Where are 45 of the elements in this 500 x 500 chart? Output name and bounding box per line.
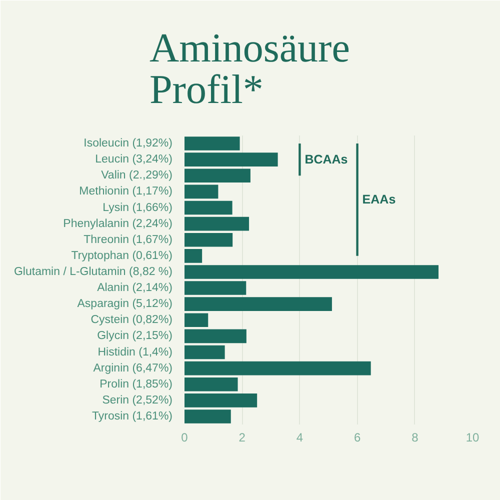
y-tick-label: Cystein (0,82%) (90, 314, 173, 326)
y-tick-label: Threonin (1,67%) (84, 234, 173, 246)
bar (184, 200, 232, 215)
x-tick-label: 0 (181, 430, 188, 444)
x-tick-label: 8 (412, 430, 419, 444)
y-tick-label: Tryptophan (0,61%) (71, 250, 173, 262)
y-tick-label: Phenylalanin (2,24%) (63, 218, 173, 230)
bar (184, 216, 250, 231)
x-tick-label: 4 (296, 430, 304, 444)
y-tick-label: Prolin (1,85%) (100, 378, 173, 390)
y-tick-label: Histidin (1,4%) (98, 346, 173, 358)
y-tick-label: Methionin (1,17%) (79, 186, 173, 198)
bar (184, 249, 202, 263)
bar (184, 136, 240, 150)
y-tick-label: Leucin (3,24%) (95, 154, 173, 166)
series-label: EAAs (362, 192, 396, 207)
y-tick-label: Arginin (6,47%) (93, 362, 173, 374)
y-tick-label: Serin (2,52%) (102, 394, 173, 406)
chart-title: Aminosäure Profil* (150, 24, 350, 112)
bar (184, 377, 238, 392)
bar (184, 152, 278, 166)
bar (184, 232, 233, 247)
x-tick-label: 10 (466, 430, 480, 444)
y-tick-label: Isoleucin (1,92%) (84, 138, 173, 150)
bar (184, 313, 208, 328)
series-label: BCAAs (304, 152, 348, 167)
bar (184, 281, 246, 295)
y-tick-label: Alanin (2,14%) (97, 282, 173, 294)
bar (184, 184, 218, 199)
x-tick-label: 6 (354, 430, 361, 444)
y-tick-label: Glycin (2,15%) (97, 330, 173, 342)
y-tick-label: Asparagin (5,12%) (77, 298, 173, 310)
y-tick-label: Valin (2.,29%) (101, 170, 173, 182)
bar (184, 361, 371, 376)
bar (184, 265, 439, 279)
bar (184, 394, 258, 408)
y-tick-label: Tyrosin (1,61%) (92, 410, 173, 422)
bar (184, 345, 225, 360)
x-tick-label: 2 (238, 430, 246, 444)
bar (184, 410, 231, 424)
y-tick-label: Lysin (1,66%) (102, 202, 173, 214)
y-tick-label: Glutamin / L-Glutamin (8,82 %) (14, 266, 173, 278)
bar (184, 297, 332, 311)
bar (184, 329, 246, 344)
bar (184, 168, 250, 183)
